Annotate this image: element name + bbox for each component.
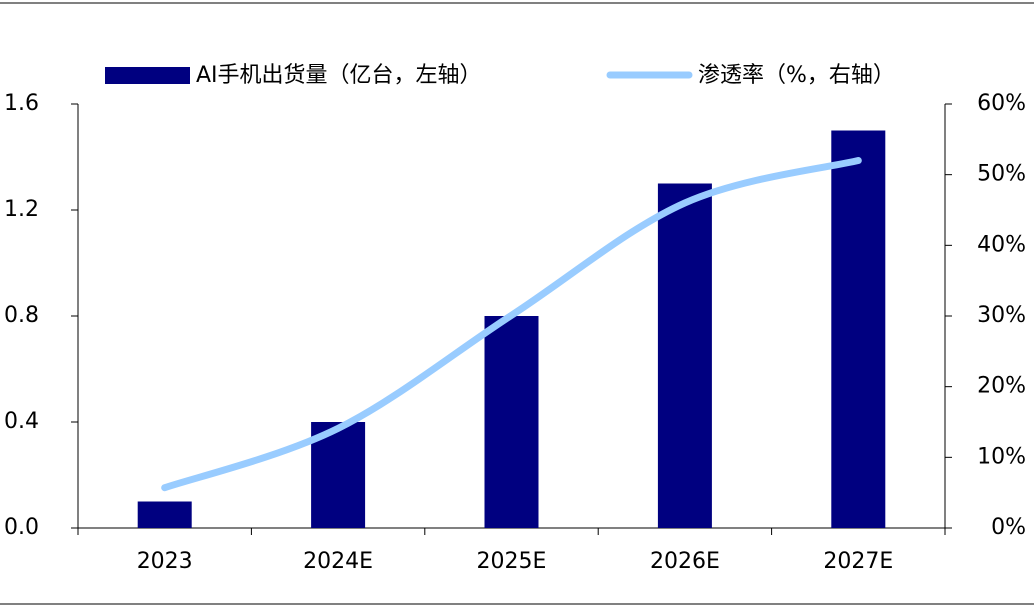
y2-tick-label: 0% [991,515,1026,540]
y2-tick-label: 40% [977,232,1026,257]
bar [657,183,712,528]
legend-swatch [105,67,190,84]
y2-tick-label: 60% [977,91,1026,116]
y2-tick-label: 20% [977,374,1026,399]
line [161,157,862,492]
y-tick-label: 0.4 [4,409,39,434]
y2-tick-label: 50% [977,162,1026,187]
x-tick-label: 2024E [303,549,373,574]
y2-tick-label: 30% [977,303,1026,328]
y-tick-label: 0.8 [4,303,39,328]
bar [831,130,886,528]
bar [137,501,192,528]
legend-label: 渗透率（%，右轴） [698,63,895,88]
x-tick-label: 2026E [650,549,720,574]
bar [484,316,539,528]
x-tick-label: 2025E [477,549,547,574]
x-tick-label: 2023 [137,549,193,574]
y-tick-label: 0.0 [4,515,39,540]
y-tick-label: 1.2 [4,197,39,222]
y2-tick-label: 10% [977,444,1026,469]
legend-label: AI手机出货量（亿台，左轴） [196,63,482,88]
y-tick-label: 1.6 [4,91,39,116]
x-tick-label: 2027E [823,549,893,574]
